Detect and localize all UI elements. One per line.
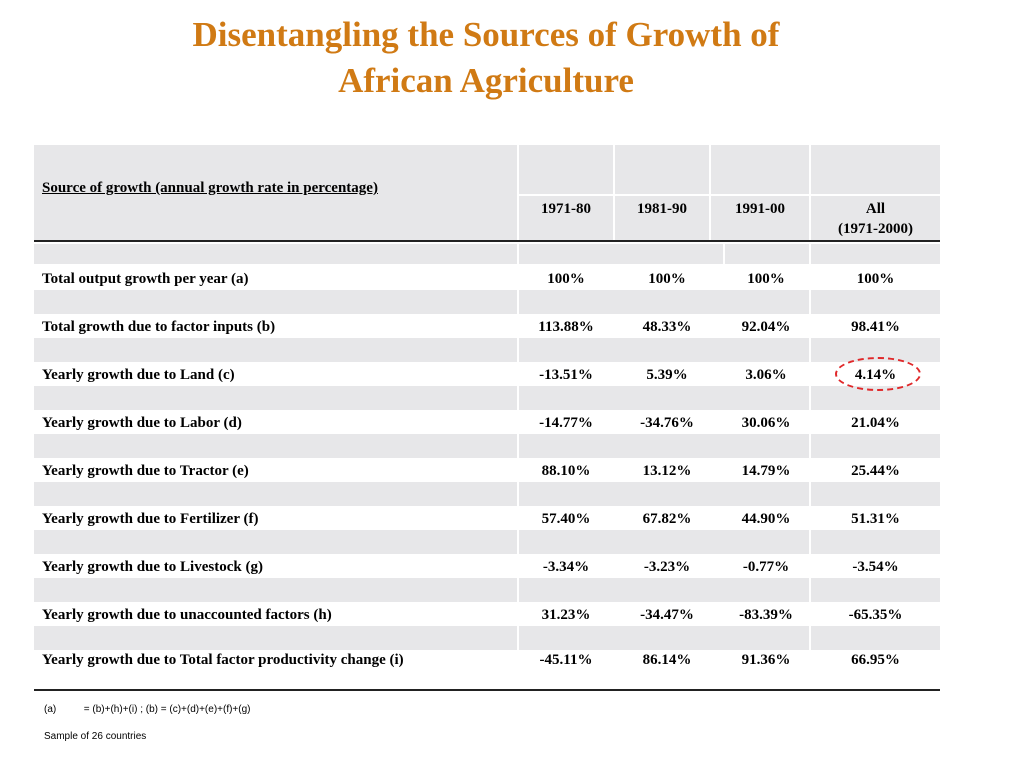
table-cell: 25.44% <box>851 463 900 479</box>
spacer-band <box>34 434 940 458</box>
table-cell: 3.06% <box>745 367 787 383</box>
table-cell: 88.10% <box>541 463 591 479</box>
slide-title: Disentangling the Sources of Growth of A… <box>0 12 972 104</box>
table-cell: 100% <box>648 271 686 287</box>
table-cell: 86.14% <box>642 652 692 668</box>
column-header-all-line2: (1971-2000) <box>838 221 913 237</box>
row-label-tractor: Yearly growth due to Tractor (e) <box>42 463 249 479</box>
footnote-sample: Sample of 26 countries <box>44 731 147 742</box>
row-label-land: Yearly growth due to Land (c) <box>42 367 235 383</box>
row-label-livestock: Yearly growth due to Livestock (g) <box>42 559 263 575</box>
column-header-1981-90: 1981-90 <box>637 201 687 217</box>
column-header-1991-00: 1991-00 <box>735 201 785 217</box>
row-label-unaccounted: Yearly growth due to unaccounted factors… <box>42 607 332 623</box>
column-header-all-line1: All <box>865 201 886 217</box>
table-cell: 66.95% <box>851 652 900 668</box>
footnote-formula: (a) = (b)+(h)+(i) ; (b) = (c)+(d)+(e)+(f… <box>44 704 251 715</box>
row-label-total-output: Total output growth per year (a) <box>42 271 249 287</box>
table-cell: -34.47% <box>640 607 694 623</box>
table-cell: 92.04% <box>741 319 791 335</box>
dashed-highlight-circle <box>835 357 921 391</box>
table-cell: -13.51% <box>539 367 593 383</box>
table-cell: 51.31% <box>851 511 900 527</box>
spacer-band <box>34 338 940 362</box>
row-label-factor-inputs: Total growth due to factor inputs (b) <box>42 319 276 335</box>
column-header-1971-80: 1971-80 <box>541 201 591 217</box>
row-label-tfp: Yearly growth due to Total factor produc… <box>42 652 404 668</box>
table-cell: 30.06% <box>741 415 791 431</box>
table-cell: -34.76% <box>640 415 694 431</box>
table-cell: 57.40% <box>541 511 591 527</box>
column-header-all: All (1971-2000) <box>811 199 940 239</box>
table-cell: 13.12% <box>642 463 692 479</box>
row-label-labor: Yearly growth due to Labor (d) <box>42 415 242 431</box>
spacer-band <box>34 386 940 410</box>
row-label-fertilizer: Yearly growth due to Fertilizer (f) <box>42 511 259 527</box>
table-header: Source of growth (annual growth rate in … <box>34 145 940 242</box>
table-cell: 21.04% <box>851 415 900 431</box>
table-cell: -45.11% <box>539 652 593 668</box>
table-cell: -83.39% <box>739 607 793 623</box>
footnote-marker: (a) <box>44 704 57 715</box>
table-cell: 100% <box>747 271 785 287</box>
footnote-formula-text: = (b)+(h)+(i) ; (b) = (c)+(d)+(e)+(f)+(g… <box>83 704 251 715</box>
header-divider <box>34 240 940 242</box>
table-cell: 14.79% <box>741 463 791 479</box>
table-cell: 44.90% <box>741 511 791 527</box>
title-line-2: African Agriculture <box>338 61 634 100</box>
table-cell: 100% <box>856 271 895 287</box>
spacer-band <box>34 530 940 554</box>
table-cell: 100% <box>547 271 585 287</box>
table-cell: 91.36% <box>741 652 791 668</box>
table-cell: 48.33% <box>642 319 692 335</box>
spacer-band <box>34 290 940 314</box>
table-cell: 67.82% <box>642 511 692 527</box>
table-cell: -3.34% <box>542 559 590 575</box>
spacer-band <box>34 578 940 602</box>
table-cell: -14.77% <box>539 415 593 431</box>
table-cell: 98.41% <box>851 319 900 335</box>
spacer-band <box>34 244 940 264</box>
table-cell: -65.35% <box>848 607 903 623</box>
table-bottom-border <box>34 689 940 691</box>
title-line-1: Disentangling the Sources of Growth of <box>192 15 780 54</box>
header-source-label: Source of growth (annual growth rate in … <box>42 180 378 196</box>
table-cell: -0.77% <box>742 559 790 575</box>
table-cell: 5.39% <box>646 367 688 383</box>
table-cell: 113.88% <box>538 319 594 335</box>
spacer-band <box>34 482 940 506</box>
spacer-band <box>34 626 940 650</box>
table-cell: 31.23% <box>541 607 591 623</box>
table-cell: -3.23% <box>643 559 691 575</box>
table-cell: -3.54% <box>852 559 899 575</box>
